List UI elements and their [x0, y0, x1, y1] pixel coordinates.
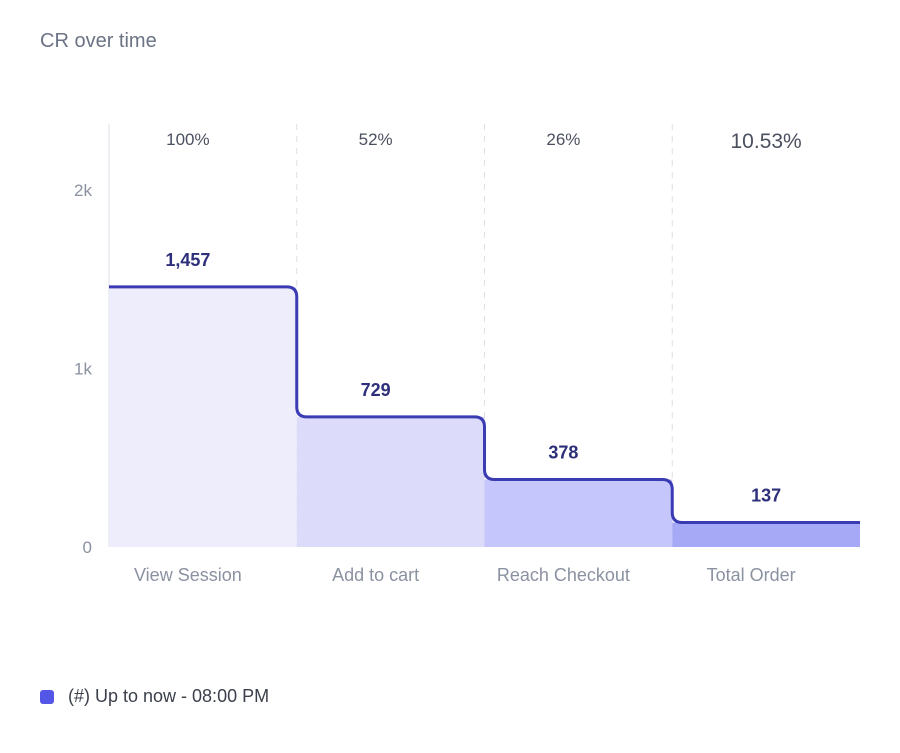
legend-swatch [40, 689, 54, 704]
conversion-label: 52% [359, 130, 393, 149]
funnel-bar [296, 416, 485, 547]
data-label: 1,457 [165, 250, 210, 270]
conversion-label: 10.53% [731, 130, 802, 153]
legend-label: (#) Up to now - 08:00 PM [68, 686, 270, 706]
x-tick-label: Reach Checkout [497, 565, 630, 585]
y-tick-label: 1k [74, 360, 92, 379]
funnel-bar [672, 522, 860, 547]
x-tick-label: Add to cart [332, 565, 419, 585]
y-tick-label: 0 [83, 538, 92, 557]
legend[interactable]: (#) Up to now - 08:00 PM [40, 686, 269, 707]
funnel-bar [109, 286, 297, 547]
x-tick-label: Total Order [707, 565, 796, 585]
funnel-bar [484, 479, 673, 547]
conversion-label: 26% [546, 130, 580, 149]
x-tick-label: View Session [134, 565, 242, 585]
data-label: 137 [751, 486, 781, 506]
conversion-label: 100% [166, 130, 209, 149]
series-line [109, 285, 860, 525]
data-label: 729 [361, 380, 391, 400]
y-tick-label: 2k [74, 181, 92, 200]
chart-title: CR over time [40, 30, 157, 52]
data-label: 378 [548, 443, 578, 463]
